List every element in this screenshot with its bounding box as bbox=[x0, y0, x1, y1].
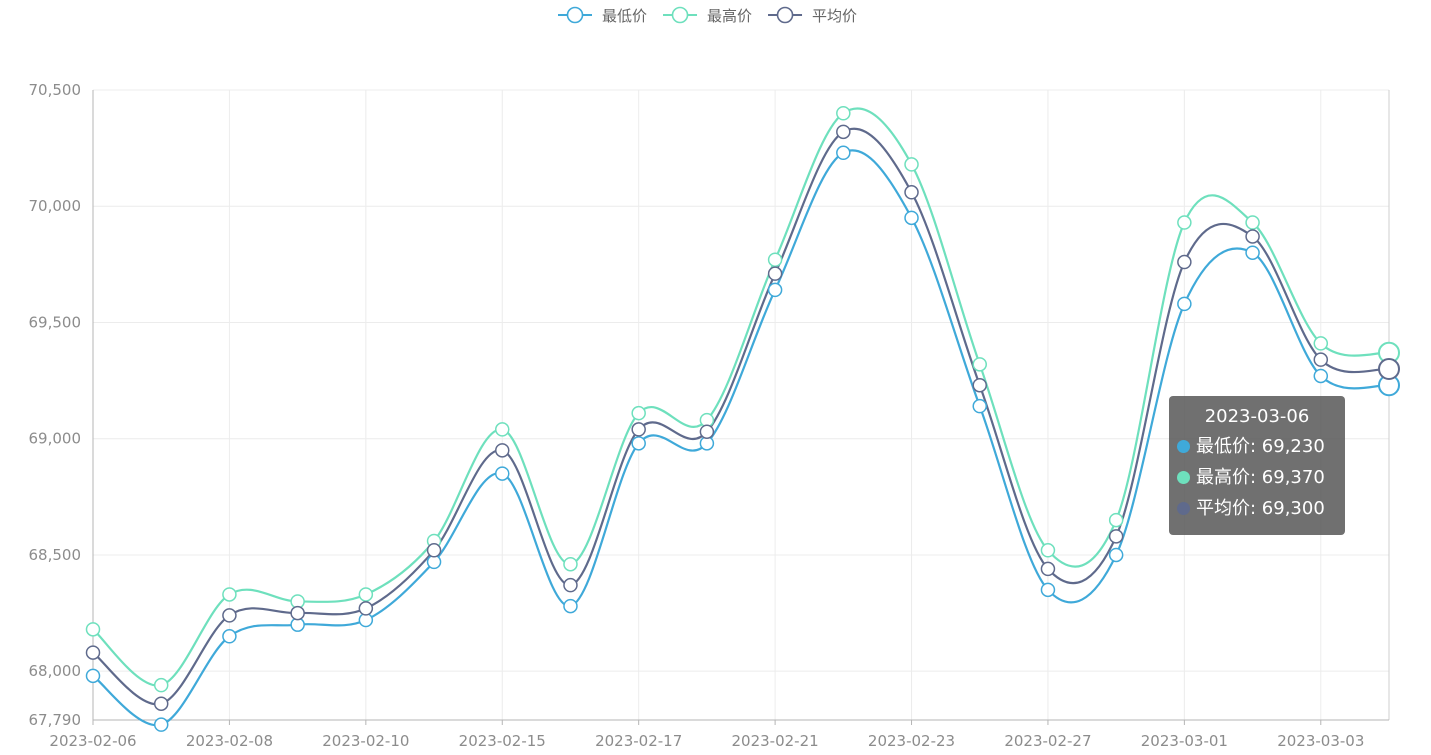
data-point[interactable] bbox=[563, 598, 578, 614]
data-point[interactable] bbox=[426, 543, 442, 558]
legend-item-2[interactable]: 平均价 bbox=[768, 6, 857, 25]
legend-marker bbox=[566, 6, 584, 24]
data-point[interactable] bbox=[1245, 245, 1260, 260]
data-point[interactable] bbox=[85, 645, 101, 660]
y-tick-label: 70,500 bbox=[29, 81, 82, 99]
data-point[interactable] bbox=[972, 357, 987, 372]
data-point[interactable] bbox=[1108, 529, 1124, 544]
x-tick-label: 2023-02-23 bbox=[868, 732, 955, 750]
legend-item-0[interactable]: 最低价 bbox=[558, 6, 647, 25]
tooltip-avg-dot bbox=[1177, 502, 1190, 515]
x-tick-label: 2023-02-17 bbox=[595, 732, 682, 750]
data-point[interactable] bbox=[1177, 296, 1192, 312]
data-point[interactable] bbox=[153, 677, 169, 693]
tooltip-min-dot bbox=[1177, 440, 1190, 453]
y-tick-label: 68,000 bbox=[29, 662, 82, 680]
data-point[interactable] bbox=[699, 424, 715, 439]
data-point[interactable] bbox=[1040, 582, 1056, 598]
data-point[interactable] bbox=[563, 556, 578, 572]
data-point[interactable] bbox=[495, 422, 510, 437]
data-point[interactable] bbox=[631, 405, 646, 421]
tooltip-row-min: 最低价: 69,230 bbox=[1177, 431, 1337, 462]
data-point[interactable] bbox=[836, 105, 851, 121]
data-point[interactable] bbox=[1378, 357, 1400, 380]
x-tick-label: 2023-02-06 bbox=[49, 732, 136, 750]
data-point[interactable] bbox=[153, 717, 169, 732]
data-point[interactable] bbox=[1313, 336, 1329, 351]
data-point[interactable] bbox=[767, 282, 783, 298]
data-point[interactable] bbox=[836, 124, 851, 140]
data-point[interactable] bbox=[972, 377, 987, 393]
data-point[interactable] bbox=[1040, 543, 1056, 558]
tooltip: 2023-03-06 最低价: 69,230 最高价: 69,370 平均价: … bbox=[1169, 396, 1345, 535]
data-point[interactable] bbox=[904, 185, 919, 200]
data-point[interactable] bbox=[153, 696, 169, 711]
legend-marker bbox=[776, 6, 794, 24]
y-tick-label: 70,000 bbox=[29, 197, 82, 215]
tooltip-min-label: 最低价: 69,230 bbox=[1196, 436, 1325, 457]
data-point[interactable] bbox=[1313, 368, 1329, 384]
axes: 67,790 68,000 68,500 69,000 69,500 70,000 70,5… bbox=[29, 81, 1389, 750]
y-tick-label: 67,790 bbox=[29, 711, 82, 729]
data-point[interactable] bbox=[290, 605, 305, 621]
data-point[interactable] bbox=[1108, 547, 1124, 563]
tooltip-max-dot bbox=[1177, 471, 1190, 484]
data-point[interactable] bbox=[767, 252, 783, 267]
data-point[interactable] bbox=[495, 443, 510, 458]
y-tick-label: 68,500 bbox=[29, 546, 82, 564]
data-point[interactable] bbox=[358, 587, 374, 602]
x-tick-label: 2023-02-15 bbox=[459, 732, 546, 750]
data-point[interactable] bbox=[1245, 215, 1260, 230]
x-tick-label: 2023-02-27 bbox=[1004, 732, 1091, 750]
legend-label: 最高价 bbox=[707, 7, 752, 25]
data-point[interactable] bbox=[85, 668, 101, 684]
data-point[interactable] bbox=[1108, 512, 1124, 528]
data-point[interactable] bbox=[85, 622, 101, 637]
data-point[interactable] bbox=[1177, 254, 1192, 270]
legend[interactable]: 最低价 最高价 平均价 bbox=[558, 6, 857, 25]
data-point[interactable] bbox=[631, 436, 646, 451]
data-point[interactable] bbox=[1177, 215, 1192, 230]
data-point[interactable] bbox=[1313, 352, 1329, 367]
legend-item-1[interactable]: 最高价 bbox=[663, 6, 752, 25]
tooltip-title: 2023-03-06 bbox=[1204, 406, 1310, 427]
data-point[interactable] bbox=[222, 629, 237, 644]
data-point[interactable] bbox=[631, 422, 646, 437]
x-tick-label: 2023-03-01 bbox=[1141, 732, 1228, 750]
legend-label: 最低价 bbox=[602, 7, 647, 25]
data-point[interactable] bbox=[836, 145, 851, 161]
tooltip-avg-label: 平均价: 69,300 bbox=[1196, 498, 1325, 519]
data-point[interactable] bbox=[222, 587, 237, 602]
tooltip-row-max: 最高价: 69,370 bbox=[1177, 462, 1337, 493]
data-point[interactable] bbox=[904, 157, 919, 172]
x-tick-label: 2023-02-21 bbox=[732, 732, 819, 750]
tooltip-row-avg: 平均价: 69,300 bbox=[1177, 493, 1337, 524]
data-point[interactable] bbox=[1040, 561, 1056, 577]
y-tick-label: 69,000 bbox=[29, 430, 82, 448]
data-point[interactable] bbox=[563, 577, 578, 593]
legend-marker bbox=[671, 6, 689, 24]
data-point[interactable] bbox=[767, 266, 783, 281]
data-point[interactable] bbox=[1245, 229, 1260, 244]
data-point[interactable] bbox=[495, 466, 510, 481]
tooltip-max-label: 最高价: 69,370 bbox=[1196, 467, 1325, 488]
y-tick-label: 69,500 bbox=[29, 313, 82, 331]
data-point[interactable] bbox=[222, 608, 237, 623]
data-point[interactable] bbox=[972, 398, 987, 414]
data-point[interactable] bbox=[904, 210, 919, 226]
legend-label: 平均价 bbox=[812, 7, 857, 25]
series-layer bbox=[85, 105, 1400, 732]
x-tick-label: 2023-03-03 bbox=[1277, 732, 1364, 750]
data-point[interactable] bbox=[358, 601, 374, 616]
x-tick-label: 2023-02-08 bbox=[186, 732, 273, 750]
x-tick-label: 2023-02-10 bbox=[322, 732, 409, 750]
